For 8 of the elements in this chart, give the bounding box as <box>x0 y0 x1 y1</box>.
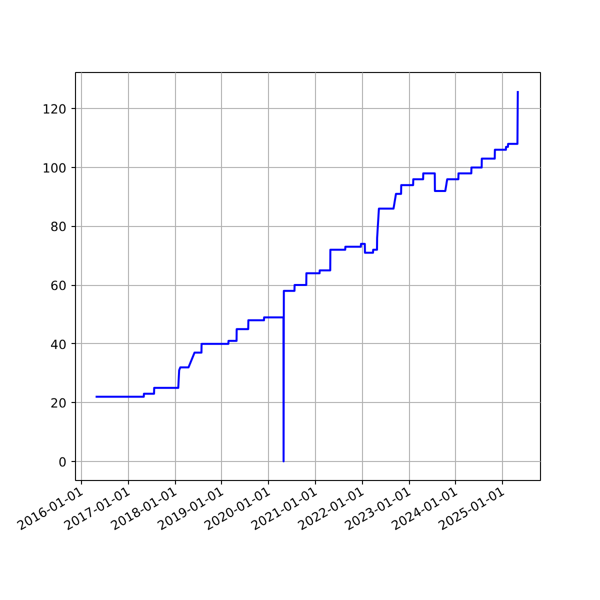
y-tick-label: 20 <box>50 396 67 411</box>
y-tick-label: 60 <box>50 278 67 294</box>
y-tick-label: 120 <box>42 102 67 117</box>
y-tick-label: 100 <box>42 160 67 176</box>
line-series <box>94 90 519 462</box>
y-tick-label: 0 <box>58 454 67 470</box>
y-tick-label: 40 <box>50 336 67 352</box>
y-tick-label: 80 <box>50 219 67 234</box>
